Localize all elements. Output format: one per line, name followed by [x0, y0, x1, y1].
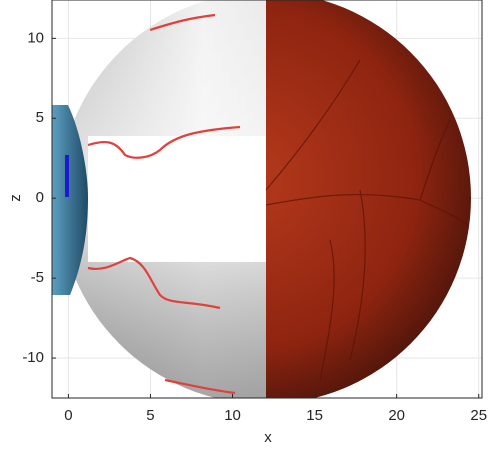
lens-marker: [65, 155, 69, 197]
x-tick-label: 15: [306, 407, 323, 424]
y-tick-label: 0: [36, 189, 44, 206]
figure: x z 0 5 10 15 20 25 -10 -5 0 5 10: [0, 0, 490, 454]
y-tick-label: -10: [22, 349, 44, 366]
x-tick-label: 20: [388, 407, 405, 424]
y-tick-label: -5: [31, 269, 44, 286]
x-tick-label: 0: [64, 407, 72, 424]
y-tick-label: 5: [36, 109, 44, 126]
x-axis-label: x: [264, 429, 272, 446]
x-tick-label: 25: [470, 407, 487, 424]
x-tick-label: 10: [224, 407, 241, 424]
x-tick-label: 5: [146, 407, 154, 424]
y-axis-label: z: [7, 194, 24, 202]
eye-model: [52, 0, 471, 404]
y-tick-label: 10: [27, 29, 44, 46]
cut-plane: [88, 136, 266, 262]
